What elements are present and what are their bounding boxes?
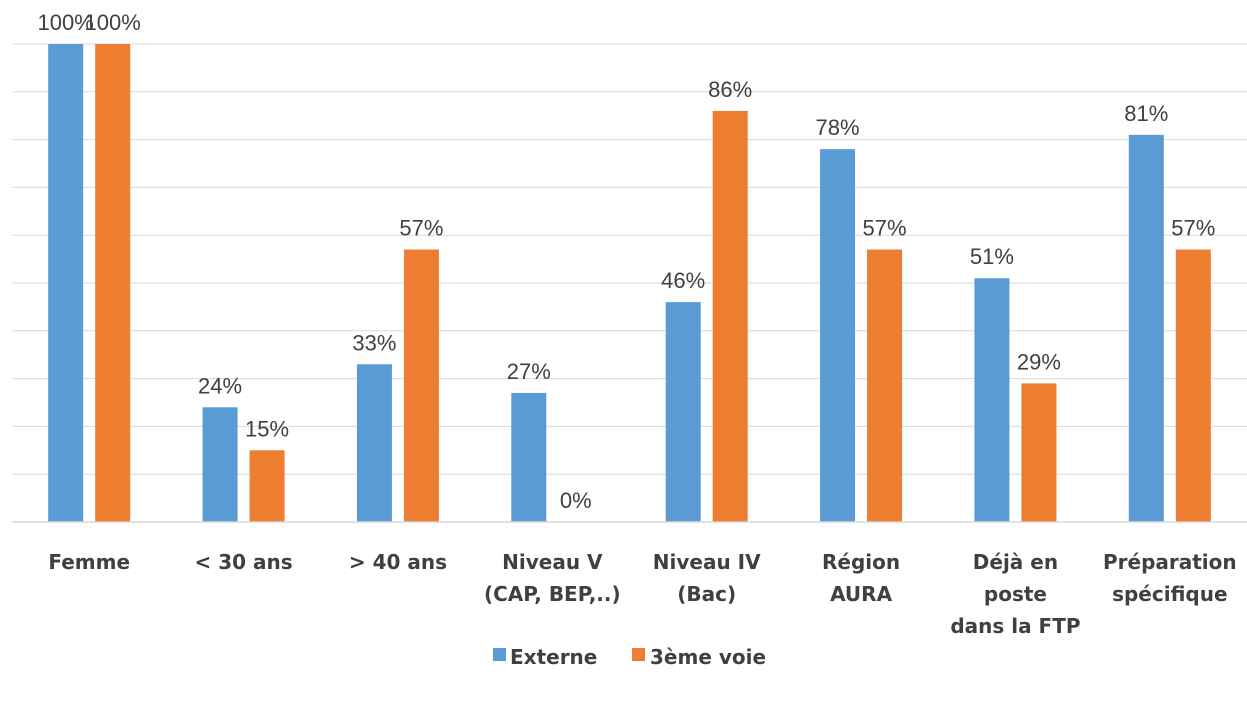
data-label: 24% — [198, 373, 242, 398]
category-label: < 30 ans — [194, 550, 292, 574]
category-label-line: < 30 ans — [194, 550, 292, 574]
category-label-line: (CAP, BEP,..) — [484, 582, 621, 606]
bar-externe — [202, 407, 238, 522]
data-label: 81% — [1124, 101, 1168, 126]
data-label: 15% — [245, 416, 289, 441]
bar-externe — [820, 149, 856, 522]
bars — [48, 44, 1211, 523]
data-label: 0% — [560, 488, 592, 513]
bar-3eme-voie — [867, 249, 903, 523]
data-label: 100% — [38, 10, 94, 35]
bar-3eme-voie — [1175, 249, 1211, 523]
data-label: 27% — [507, 359, 551, 384]
data-label: 57% — [863, 216, 907, 241]
category-label-line: Région — [822, 550, 900, 574]
data-label: 100% — [85, 10, 141, 35]
category-label-line: Niveau IV — [653, 550, 761, 574]
bar-3eme-voie — [712, 110, 748, 523]
category-label-line: > 40 ans — [349, 550, 447, 574]
legend-swatch-externe — [493, 648, 506, 661]
gridlines — [12, 43, 1247, 475]
data-label: 78% — [816, 115, 860, 140]
data-label: 33% — [352, 330, 396, 355]
data-label: 51% — [970, 244, 1014, 269]
bar-externe — [974, 278, 1010, 522]
legend-label: Externe — [510, 645, 597, 669]
category-label: Niveau IV (Bac) — [653, 550, 761, 606]
category-label: Préparation spécifique — [1103, 550, 1237, 606]
legend: Externe 3ème voie — [493, 645, 766, 669]
bar-externe — [665, 302, 701, 522]
bar-3eme-voie — [403, 249, 439, 523]
category-label-line: (Bac) — [677, 582, 736, 606]
category-label: > 40 ans — [349, 550, 447, 574]
bar-3eme-voie — [249, 450, 285, 522]
category-label-line: spécifique — [1112, 582, 1227, 606]
category-label: Région AURA — [822, 550, 900, 606]
category-label-line: dans la FTP — [950, 614, 1080, 638]
category-label-line: Préparation — [1103, 550, 1237, 574]
data-label: 57% — [399, 216, 443, 241]
data-label: 57% — [1171, 216, 1215, 241]
bar-externe — [511, 392, 547, 522]
category-label: Déjà en poste dans la FTP — [950, 550, 1080, 638]
data-labels: 100%100% 24%15% 33% 57% 27% 0% 46% 86% 78% 57% 51%… — [38, 10, 1216, 513]
bar-3eme-voie — [95, 44, 131, 522]
category-labels: Femme < 30 ans > 40 ans Niveau V (CAP, BEP,.… — [48, 550, 1236, 638]
category-label-line: AURA — [830, 582, 893, 606]
category-label-line: poste — [984, 582, 1047, 606]
category-label-line: Niveau V — [502, 550, 603, 574]
category-label-line: Femme — [48, 550, 130, 574]
bar-3eme-voie — [1021, 383, 1057, 522]
data-label: 46% — [661, 268, 705, 293]
category-label: Femme — [48, 550, 130, 574]
data-label: 29% — [1017, 349, 1061, 374]
category-label-line: Déjà en — [973, 550, 1058, 574]
bar-externe — [1128, 134, 1164, 522]
data-label: 86% — [708, 77, 752, 102]
bar-externe — [356, 364, 392, 522]
legend-swatch-3eme-voie — [632, 648, 645, 661]
legend-label: 3ème voie — [650, 645, 766, 669]
bar-externe — [48, 44, 84, 522]
category-label: Niveau V (CAP, BEP,..) — [484, 550, 621, 606]
